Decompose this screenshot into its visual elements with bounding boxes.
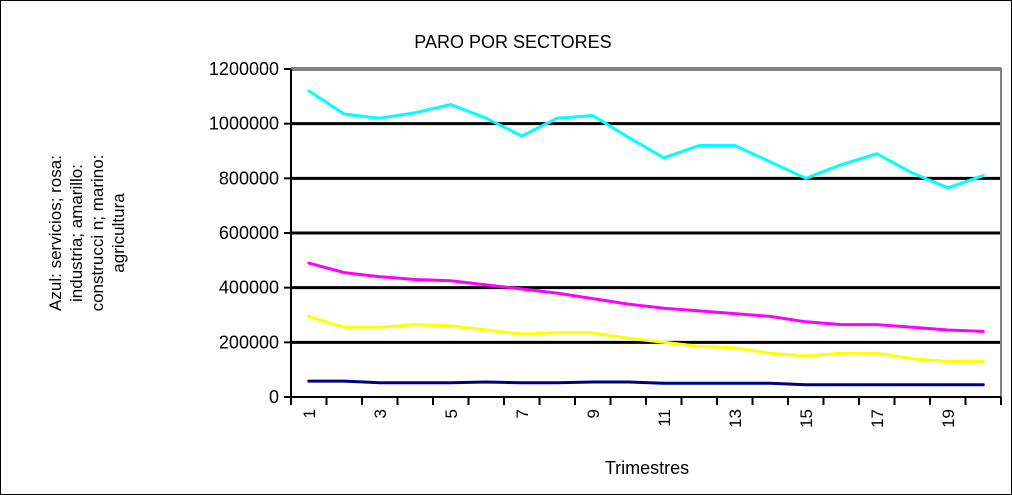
y-tick-label: 800000: [219, 168, 279, 188]
y-tick-label: 600000: [219, 223, 279, 243]
y-tick-label: 200000: [219, 332, 279, 352]
y-tick-label: 400000: [219, 278, 279, 298]
x-axis-label: Trimestres: [605, 458, 689, 478]
x-tick-label: 1: [300, 409, 319, 418]
x-tick-label: 15: [797, 409, 816, 428]
y-tick-label: 0: [269, 387, 279, 407]
chart-title: PARO POR SECTORES: [414, 32, 611, 52]
series-line-3: [307, 314, 985, 363]
x-tick-label: 5: [442, 409, 461, 418]
y-tick-label: 1200000: [209, 59, 279, 79]
y-tick-label: 1000000: [209, 114, 279, 134]
y-axis-label-line-2: industria; amarillo:: [67, 164, 86, 302]
series-line-2: [307, 261, 985, 333]
y-axis-label-line-1: Azul: servicios; rosa:: [46, 155, 65, 311]
x-tick-label: 3: [371, 409, 390, 418]
x-tick-label: 19: [939, 409, 958, 428]
y-axis-label: Azul: servicios; rosa: industria; amaril…: [46, 155, 128, 312]
y-axis-label-line-4: agricultura: [109, 193, 128, 273]
x-tick-label: 7: [513, 409, 532, 418]
x-tick-label: 13: [726, 409, 745, 428]
y-axis: 0 200000 400000 600000 800000 1000000 1200000: [209, 59, 292, 407]
x-tick-label: 9: [584, 409, 603, 418]
gridlines: [291, 67, 1001, 344]
x-axis: 1 3 5 7 9 11 13 15 17 19: [290, 396, 1002, 428]
series-line-1: [307, 89, 985, 190]
series-group: [307, 89, 985, 387]
plot-area: [291, 68, 1002, 397]
series-line-4: [307, 379, 985, 387]
x-tick-label: 11: [655, 409, 674, 427]
x-tick-label: 17: [868, 409, 887, 428]
plot-border: [291, 68, 1002, 397]
y-axis-label-line-3: construcci n; marino:: [88, 155, 107, 312]
